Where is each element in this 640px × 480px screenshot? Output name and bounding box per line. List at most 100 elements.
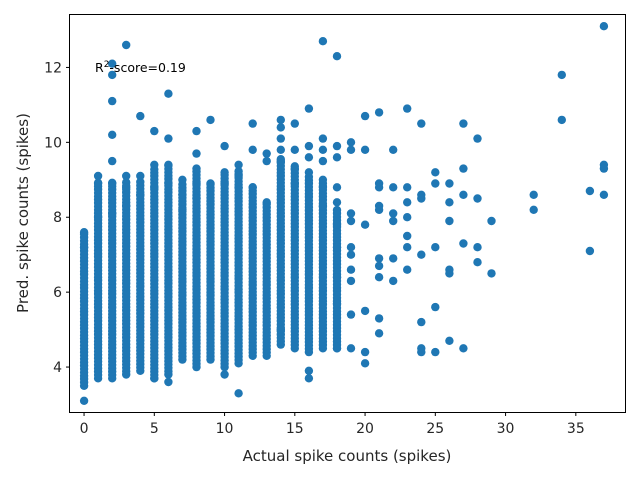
data-point <box>108 209 117 218</box>
data-point <box>234 171 243 181</box>
y-tick-label: 12 <box>44 60 62 76</box>
y-tick-label: 6 <box>53 285 62 301</box>
data-point <box>304 168 314 177</box>
r2-annotation: R2-score=0.19 <box>95 60 186 75</box>
y-tick-label: 4 <box>53 360 62 376</box>
data-point <box>318 183 328 192</box>
data-point <box>234 183 243 192</box>
data-point <box>417 347 426 357</box>
data-point <box>318 134 328 143</box>
data-point <box>276 325 285 334</box>
data-point <box>332 153 342 162</box>
data-point <box>332 205 342 215</box>
data-point <box>192 179 201 188</box>
data-point <box>431 243 440 252</box>
data-point <box>108 70 117 80</box>
data-point <box>192 126 201 136</box>
plot-frame <box>69 14 626 413</box>
data-point <box>557 115 566 125</box>
data-point <box>318 201 328 211</box>
data-point <box>431 168 440 177</box>
data-point <box>93 213 103 222</box>
data-point <box>445 198 454 207</box>
data-point <box>276 134 285 143</box>
data-point <box>276 145 285 154</box>
data-point <box>276 115 285 125</box>
data-point <box>389 216 398 226</box>
r2-superscript: 2 <box>104 60 110 70</box>
data-point <box>262 156 271 166</box>
data-point <box>487 216 496 226</box>
data-point <box>248 183 257 192</box>
data-point <box>473 243 482 252</box>
data-point <box>417 250 426 259</box>
data-point <box>276 156 285 166</box>
data-point <box>79 243 89 252</box>
data-point <box>346 344 356 353</box>
data-point <box>136 111 145 121</box>
data-point <box>318 175 328 184</box>
data-point <box>403 213 412 222</box>
data-point <box>360 145 370 154</box>
data-point <box>374 314 384 323</box>
data-point <box>417 317 426 327</box>
data-point <box>374 108 384 117</box>
data-point <box>262 198 271 207</box>
data-point <box>290 164 299 173</box>
data-point <box>360 347 370 357</box>
data-point <box>599 190 609 199</box>
data-point <box>164 160 173 169</box>
data-point <box>557 70 566 80</box>
data-point <box>150 183 159 192</box>
data-point <box>389 276 398 286</box>
data-point <box>318 37 328 46</box>
y-tick-label: 8 <box>53 210 62 226</box>
data-point <box>164 134 173 143</box>
data-point <box>79 396 89 405</box>
x-axis-title: Actual spike counts (spikes) <box>243 447 452 465</box>
data-point <box>374 183 384 192</box>
data-point <box>445 269 454 278</box>
data-point <box>459 164 468 173</box>
data-point <box>262 149 271 158</box>
data-point <box>473 258 482 267</box>
data-point <box>431 347 440 357</box>
data-point <box>304 153 314 162</box>
data-point <box>403 265 412 274</box>
x-tick-label: 25 <box>426 421 444 437</box>
y-axis-title: Pred. spike counts (spikes) <box>14 113 32 313</box>
data-point <box>360 359 370 368</box>
data-point <box>389 145 398 154</box>
data-point <box>192 164 201 173</box>
data-point <box>248 119 257 128</box>
data-point <box>389 183 398 192</box>
data-point <box>332 243 342 252</box>
data-point <box>374 329 384 338</box>
data-point <box>332 183 342 192</box>
data-point <box>220 168 229 177</box>
data-point <box>136 190 145 199</box>
data-point <box>346 145 356 154</box>
data-point <box>108 59 117 68</box>
data-point <box>346 250 356 259</box>
data-point <box>332 273 342 282</box>
y-tick-label: 10 <box>44 135 62 151</box>
data-point <box>178 190 187 199</box>
data-point <box>346 265 356 274</box>
data-point <box>346 216 356 226</box>
data-point <box>599 22 609 31</box>
data-point <box>346 138 356 147</box>
data-point <box>487 269 496 278</box>
data-point <box>108 130 117 139</box>
x-tick-label: 5 <box>150 421 159 437</box>
points-layer <box>79 22 609 405</box>
data-point <box>178 205 187 214</box>
data-point <box>178 175 187 184</box>
data-point <box>304 366 314 375</box>
data-point <box>332 198 342 207</box>
data-point <box>374 205 384 214</box>
data-point <box>220 141 229 151</box>
data-point <box>346 276 356 286</box>
x-tick-label: 30 <box>497 421 515 437</box>
